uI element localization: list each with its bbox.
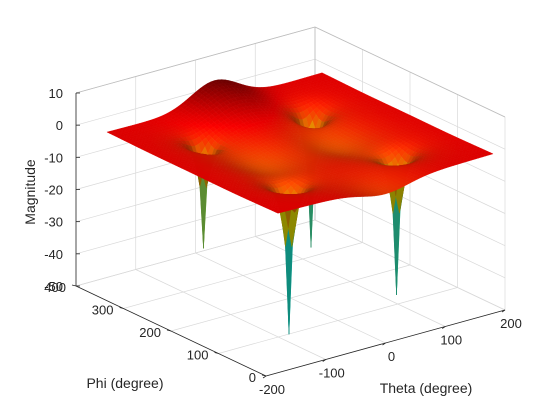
z-tick-label: 10 — [49, 86, 63, 101]
z-tick-label: 0 — [56, 118, 63, 133]
surface-patch — [199, 174, 207, 249]
y-tick — [119, 307, 124, 309]
surface-patch — [285, 227, 293, 335]
z-tick-label: -50 — [44, 279, 63, 294]
x-tick — [442, 326, 446, 329]
grid-line — [123, 242, 363, 309]
x-tick — [501, 309, 506, 313]
y-tick-label: 100 — [187, 348, 209, 363]
grid-line — [314, 219, 506, 311]
y-tick-label: 300 — [92, 303, 114, 318]
z-tick-label: -20 — [44, 183, 63, 198]
x-tick — [382, 342, 386, 346]
x-tick — [322, 359, 326, 362]
x-tick-label: 200 — [500, 316, 522, 331]
y-tick-label: 400 — [44, 280, 66, 295]
y-tick — [166, 329, 172, 332]
grid-line — [314, 187, 506, 279]
surface-patch — [274, 210, 283, 214]
z-tick-label: -30 — [44, 215, 63, 230]
y-tick — [214, 352, 219, 354]
axes — [71, 92, 506, 379]
z-tick-label: -10 — [44, 150, 63, 165]
y-axis-label: Phi (degree) — [86, 375, 163, 391]
x-tick — [262, 375, 267, 379]
box-edge — [314, 26, 506, 118]
x-tick-label: -200 — [259, 382, 285, 397]
y-tick — [71, 284, 77, 287]
surface-mesh — [106, 72, 494, 335]
z-tick-label: -40 — [44, 247, 63, 262]
x-tick-label: -100 — [319, 366, 345, 381]
y-tick — [261, 374, 267, 377]
surface-patch — [392, 195, 400, 295]
y-tick-label: 0 — [249, 370, 256, 385]
x-tick-label: 0 — [388, 349, 395, 364]
grid-line — [314, 58, 506, 150]
grid-line — [75, 219, 316, 287]
box-edge — [75, 26, 316, 94]
z-axis-label: Magnitude — [22, 159, 38, 225]
x-axis-label: Theta (degree) — [380, 380, 473, 396]
y-tick-label: 200 — [139, 325, 161, 340]
x-tick-label: 100 — [440, 333, 462, 348]
tick-labels: -200-10001002000100200300400-50-40-30-20… — [44, 86, 522, 397]
grid-line — [218, 287, 458, 354]
